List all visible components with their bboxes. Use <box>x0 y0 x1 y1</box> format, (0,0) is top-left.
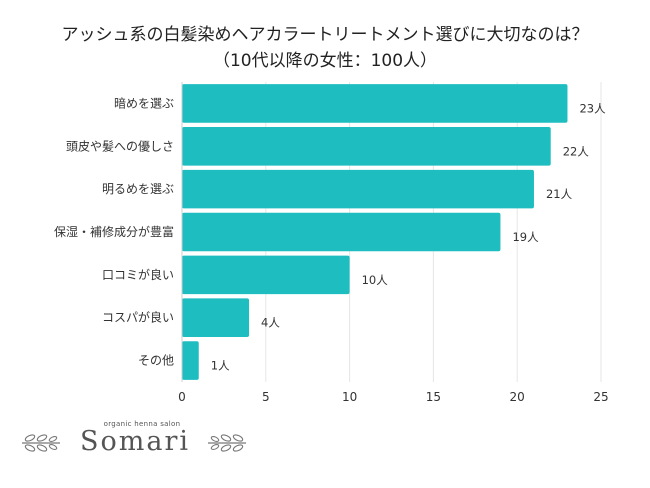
somari-logo: organic henna salon Somari <box>20 420 246 466</box>
chart-title-line2: （10代以降の女性：100人） <box>212 51 438 71</box>
category-label-1: 頭皮や髪への優しさ <box>66 139 174 153</box>
bar-6 <box>182 341 199 380</box>
value-label-3: 19人 <box>512 230 539 244</box>
category-label-2: 明るめを選ぶ <box>102 182 174 196</box>
chart-title: アッシュ系の白髪染めヘアカラートリートメント選びに大切なのは？ （10代以降の女… <box>0 22 650 74</box>
x-tick-label-15: 15 <box>426 390 441 404</box>
category-label-5: コスパが良い <box>102 310 174 325</box>
logo-wordmark: Somari <box>80 426 190 457</box>
value-label-1: 22人 <box>563 144 590 158</box>
category-label-0: 暗めを選ぶ <box>114 95 174 110</box>
x-tick-label-20: 20 <box>510 390 525 404</box>
chart-title-line1: アッシュ系の白髪染めヘアカラートリートメント選びに大切なのは？ <box>61 25 589 45</box>
bar-2 <box>182 169 534 209</box>
bar-4 <box>182 255 350 295</box>
value-label-0: 23人 <box>579 101 606 115</box>
value-label-4: 10人 <box>362 273 389 287</box>
value-label-2: 21人 <box>546 187 573 201</box>
x-tick-label-5: 5 <box>262 390 270 404</box>
bars <box>182 84 568 380</box>
category-label-3: 保湿・補修成分が豊富 <box>54 224 174 239</box>
x-tick-label-25: 25 <box>593 390 608 404</box>
leaf-ornament-right-icon <box>208 434 246 452</box>
bar-5 <box>182 298 250 337</box>
logo-tagline: organic henna salon <box>103 420 181 428</box>
x-tick-label-10: 10 <box>342 390 357 404</box>
x-tick-label-0: 0 <box>178 390 186 404</box>
bar-3 <box>182 212 501 252</box>
category-label-4: 口コミが良い <box>102 267 174 282</box>
value-label-5: 4人 <box>261 316 280 330</box>
leaf-ornament-left-icon <box>22 434 60 452</box>
bar-1 <box>182 127 551 166</box>
category-label-6: その他 <box>138 354 174 368</box>
bar-0 <box>182 84 568 123</box>
value-label-6: 1人 <box>211 359 230 373</box>
